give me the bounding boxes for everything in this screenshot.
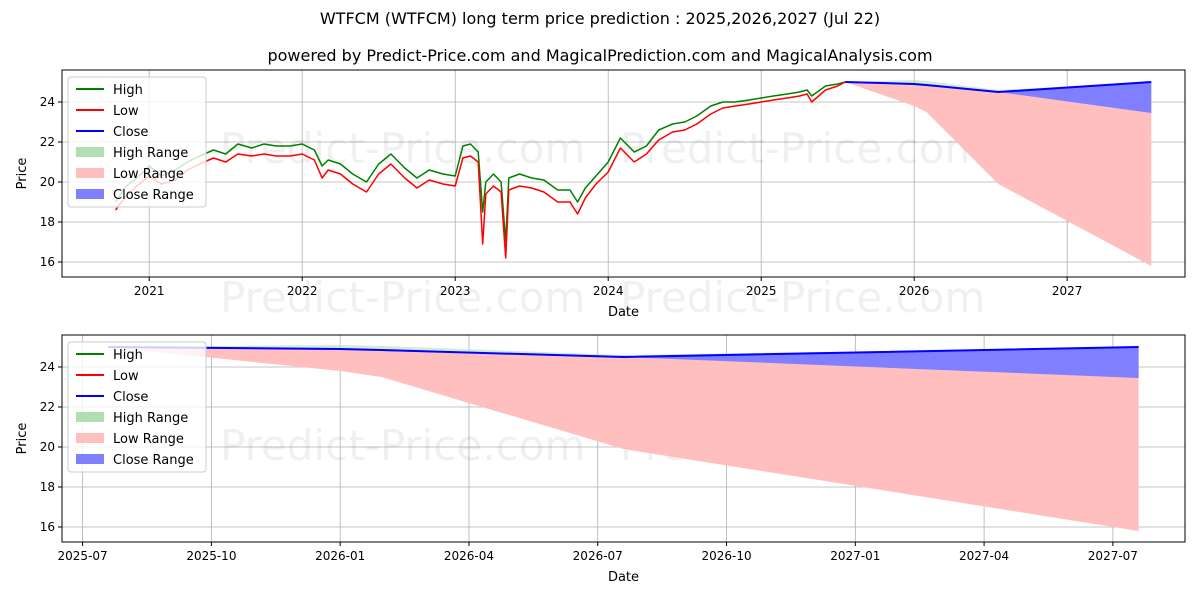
legend-entry-label: Low Range [113, 167, 184, 182]
y-tick-label: 18 [40, 215, 55, 229]
y-tick-label: 22 [40, 135, 55, 149]
x-tick-label: 2027-07 [1088, 549, 1138, 563]
y-axis-label: Price [15, 158, 30, 190]
x-tick-label: 2022 [287, 284, 318, 298]
x-axis-label: Date [608, 570, 639, 585]
legend-entry-label: Close [113, 125, 148, 140]
x-tick-label: 2026-04 [444, 549, 494, 563]
high-range-band [108, 345, 1139, 357]
legend-patch-swatch [76, 412, 104, 422]
legend-entry-label: Low [113, 369, 139, 384]
chart-title: WTFCM (WTFCM) long term price prediction… [319, 9, 881, 28]
watermark-text: Predict-Price.com [220, 124, 585, 173]
x-tick-label: 2024 [593, 284, 624, 298]
y-tick-label: 16 [40, 520, 55, 534]
y-tick-label: 24 [40, 360, 55, 374]
x-axis-label: Date [608, 305, 639, 320]
watermark-text: Predict-Price.com [220, 273, 585, 322]
y-tick-label: 20 [40, 440, 55, 454]
y-tick-label: 22 [40, 400, 55, 414]
y-tick-label: 20 [40, 175, 55, 189]
legend-patch-swatch [76, 454, 104, 464]
x-tick-label: 2026 [899, 284, 930, 298]
y-tick-label: 24 [40, 95, 55, 109]
legend: High Low Close High Range Low Range Close Ran… [67, 341, 207, 473]
x-tick-label: 2026-10 [701, 549, 751, 563]
subplot-1: Predict-Price.com Predict-Price.com Predic… [15, 69, 1186, 322]
low-range-band [108, 347, 1139, 531]
x-tick-label: 2025-10 [186, 549, 236, 563]
y-tick-label: 16 [40, 255, 55, 269]
low-range-band [845, 82, 1152, 266]
legend-entry-label: High [113, 348, 143, 363]
chart-subtitle: powered by Predict-Price.com and Magical… [267, 46, 933, 65]
close-range-band [108, 347, 1139, 378]
x-tick-label: 2027 [1052, 284, 1083, 298]
legend-patch-swatch [76, 147, 104, 157]
axes-frame [61, 334, 1186, 543]
plot-area [108, 345, 1139, 531]
high-series-line [114, 81, 846, 243]
x-tick-label: 2025-07 [58, 549, 108, 563]
legend-patch-swatch [76, 433, 104, 443]
legend: High Low Close High Range Low Range Close Ran… [67, 76, 207, 208]
low-series-line [114, 81, 846, 259]
x-tick-label: 2021 [134, 284, 165, 298]
legend-patch-swatch [76, 168, 104, 178]
legend-entry-label: Low Range [113, 432, 184, 447]
x-tick-label: 2026-01 [315, 549, 365, 563]
legend-entry-label: Close [113, 390, 148, 405]
legend-entry-label: Close Range [113, 188, 194, 203]
axes-frame [61, 69, 1186, 278]
legend-entry-label: High Range [113, 146, 188, 161]
x-tick-label: 2025 [746, 284, 777, 298]
x-tick-label: 2026-07 [573, 549, 623, 563]
subplot-2: Predict-Price.comPredict-Price.com2025-0… [15, 334, 1186, 585]
close-range-band [845, 82, 1152, 113]
x-tick-label: 2023 [440, 284, 471, 298]
legend-entry-label: Low [113, 104, 139, 119]
high-range-band [845, 80, 1152, 92]
watermark-text: Predict-Price.com [220, 421, 585, 470]
x-tick-label: 2027-04 [959, 549, 1009, 563]
y-axis-label: Price [15, 423, 30, 455]
legend-entry-label: High [113, 83, 143, 98]
x-tick-label: 2027-01 [830, 549, 880, 563]
watermark-text: Predict-Price.com [620, 273, 985, 322]
plot-area [114, 80, 1152, 266]
legend-entry-label: Close Range [113, 453, 194, 468]
legend-patch-swatch [76, 189, 104, 199]
y-tick-label: 18 [40, 480, 55, 494]
close-series-line [108, 346, 1139, 358]
legend-entry-label: High Range [113, 411, 188, 426]
close-series-line [845, 81, 1152, 93]
watermark-text: Predict-Price.com [620, 124, 985, 173]
